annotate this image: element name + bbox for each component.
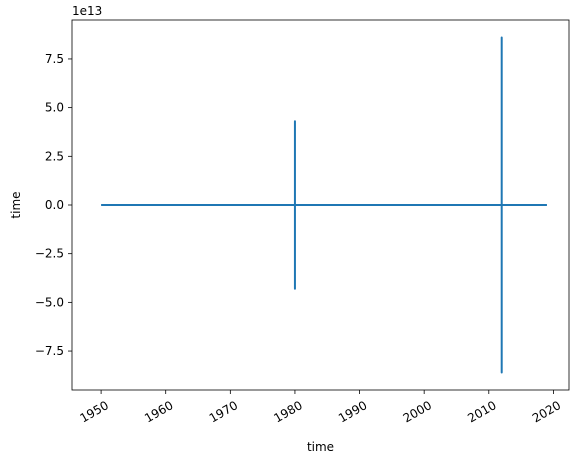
- series-line-0: [101, 36, 547, 374]
- plot-layer: [101, 36, 547, 374]
- y-tick-label: 5.0: [45, 101, 64, 115]
- y-tick-label: 0.0: [45, 198, 64, 212]
- y-tick-label: 7.5: [45, 52, 64, 66]
- y-tick-label: 2.5: [45, 149, 64, 163]
- y-tick-label: −2.5: [35, 247, 64, 261]
- x-axis-label: time: [307, 440, 334, 454]
- y-offset-text: 1e13: [72, 4, 102, 18]
- y-axis-label: time: [9, 191, 23, 218]
- y-axis: 7.5 5.0 2.5 0.0 −2.5 −5.0 −7.5: [35, 52, 72, 358]
- y-tick-label: −7.5: [35, 344, 64, 358]
- y-tick-label: −5.0: [35, 295, 64, 309]
